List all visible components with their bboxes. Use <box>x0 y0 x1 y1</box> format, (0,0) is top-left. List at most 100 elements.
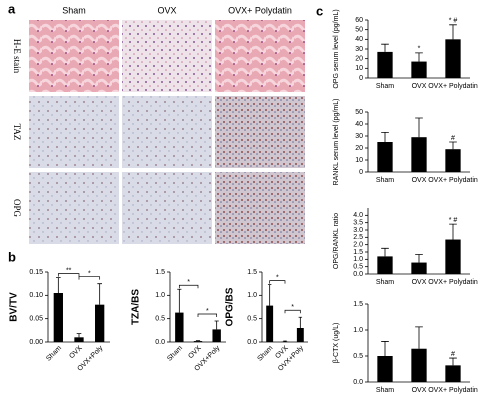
error-bar <box>267 284 272 306</box>
y-tick-label: 0.0 <box>353 379 363 386</box>
y-tick-label: 0.0 <box>353 271 363 278</box>
x-tick-label: OVX <box>412 387 427 394</box>
y-tick-label: 30 <box>355 46 363 53</box>
y-tick-label: 0.5 <box>353 353 363 360</box>
y-tick-label: 3.0 <box>353 227 363 234</box>
image <box>29 172 119 244</box>
y-tick-label: 1.5 <box>247 269 257 276</box>
error-bar <box>177 288 182 313</box>
x-tick-label: OVX <box>412 177 427 184</box>
significance-label: * <box>276 274 279 281</box>
bar <box>95 304 105 342</box>
y-tick-label: 20 <box>355 56 363 63</box>
row-label: OPG <box>12 199 22 218</box>
y-axis-label: OPG/RANKL ratio <box>333 213 340 269</box>
bar <box>175 312 184 342</box>
panel-label: a <box>8 1 16 16</box>
y-tick-label: 1.5 <box>353 249 363 256</box>
significance-label: * <box>88 271 91 278</box>
bar <box>377 51 393 78</box>
y-tick-label: 0.5 <box>353 264 363 271</box>
significance-bracket <box>57 273 80 277</box>
error-bar <box>381 247 389 257</box>
panel-a: a Sham OVX OVX+ Polydatin H-E stain TAZ … <box>8 1 305 244</box>
bar <box>445 149 461 172</box>
significance-label: * <box>206 308 209 315</box>
y-tick-label: 0.05 <box>29 316 43 323</box>
y-axis-label: RANKL serum level (pg/mL) <box>333 99 340 186</box>
y-tick-label: 10 <box>355 157 363 164</box>
y-tick-label: 4.0 <box>353 212 363 219</box>
y-tick-label: 1.0 <box>155 292 165 299</box>
y-tick-label: 0.15 <box>29 269 43 276</box>
x-tick-label: OVX <box>68 345 84 361</box>
error-bar <box>298 316 303 328</box>
bar <box>212 329 221 342</box>
error-bar <box>97 283 102 305</box>
y-tick-label: 0.0 <box>155 339 165 346</box>
significance-bracket <box>269 280 286 284</box>
y-tick-label: 40 <box>355 36 363 43</box>
y-axis-label: OPG serum level (pg/mL) <box>333 9 340 88</box>
error-bar <box>214 320 219 330</box>
y-tick-label: 1.5 <box>353 301 363 308</box>
x-tick-label: Sham <box>45 345 63 363</box>
y-tick-label: 2.5 <box>353 234 363 241</box>
error-bar <box>76 333 82 338</box>
x-tick-label: OVX+ Polydatin <box>428 83 478 90</box>
y-axis-label: OPG/BS <box>225 287 236 326</box>
significance-label: * <box>187 279 190 286</box>
x-tick-label: Sham <box>256 345 274 363</box>
error-bar <box>449 24 457 40</box>
y-tick-label: 0.00 <box>29 339 43 346</box>
y-tick-label: 50 <box>355 27 363 34</box>
significance-label: * <box>418 46 421 53</box>
bar <box>74 337 84 342</box>
bar <box>377 142 393 172</box>
image <box>122 20 212 92</box>
image <box>215 172 305 244</box>
error-bar <box>415 326 423 349</box>
y-tick-label: 3.5 <box>353 220 363 227</box>
error-bar <box>449 223 457 240</box>
bar <box>266 305 274 342</box>
x-tick-label: OVX+ Polydatin <box>428 279 478 286</box>
bar <box>377 256 393 274</box>
y-tick-label: 1.0 <box>247 292 257 299</box>
error-bar <box>415 52 423 62</box>
bar <box>193 341 203 342</box>
y-tick-label: 10 <box>355 65 363 72</box>
x-tick-label: OVX+ Polydatin <box>428 387 478 394</box>
error-bar <box>381 341 389 356</box>
bar <box>296 328 304 342</box>
x-tick-label: OVX <box>187 345 203 361</box>
y-tick-label: 0.0 <box>247 339 257 346</box>
panel-label: c <box>316 3 323 18</box>
significance-label: * <box>291 304 294 311</box>
bar <box>411 61 427 78</box>
column-header: Sham <box>62 5 86 15</box>
x-tick-label: OVX <box>412 83 427 90</box>
error-bar <box>415 117 423 138</box>
image <box>215 96 305 168</box>
x-tick-label: Sham <box>376 177 394 184</box>
y-tick-label: 1.0 <box>353 327 363 334</box>
row-label: H-E stain <box>12 39 22 74</box>
significance-bracket <box>197 313 218 317</box>
error-bar <box>449 141 457 150</box>
error-bar <box>415 254 423 263</box>
y-tick-label: 30 <box>355 133 363 140</box>
error-bar <box>56 277 61 293</box>
column-header: OVX+ Polydatin <box>228 5 292 15</box>
y-tick-label: 20 <box>355 145 363 152</box>
x-tick-label: OVX <box>412 279 427 286</box>
y-tick-label: 0.5 <box>247 316 257 323</box>
y-tick-label: 60 <box>355 17 363 24</box>
panel-label: b <box>8 249 16 264</box>
significance-label: # <box>451 351 455 358</box>
y-tick-label: 0 <box>359 169 363 176</box>
significance-label: * # <box>449 18 458 25</box>
x-tick-label: Sham <box>166 345 184 363</box>
significance-label: # <box>451 135 455 142</box>
